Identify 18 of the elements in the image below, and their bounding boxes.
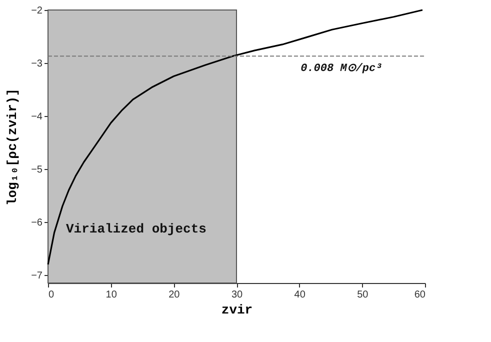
y-axis-title: log₁₀[ρc(zvir)] bbox=[5, 88, 20, 206]
y-tick-label: −4 bbox=[31, 112, 43, 123]
line-series bbox=[47, 9, 424, 266]
x-axis-title: zvir bbox=[221, 302, 253, 318]
x-tick-label: 40 bbox=[294, 290, 306, 300]
band-label: Virialized objects bbox=[66, 221, 207, 236]
x-tick-label: 10 bbox=[106, 290, 118, 300]
x-tick-label: 50 bbox=[357, 290, 369, 300]
y-tick-label: −3 bbox=[31, 58, 43, 70]
y-tick-label: −5 bbox=[31, 164, 43, 176]
y-tick-label: −2 bbox=[31, 6, 43, 16]
ref-line-label: 0.008 M⊙/pc³ bbox=[300, 63, 382, 76]
x-tick-label: 30 bbox=[231, 290, 243, 300]
x-tick-label: 60 bbox=[414, 290, 426, 300]
y-tick-label: −6 bbox=[31, 218, 43, 229]
x-tick-label: 0 bbox=[48, 290, 54, 300]
y-tick-label: −7 bbox=[31, 270, 43, 282]
x-tick-label: 20 bbox=[168, 290, 180, 300]
